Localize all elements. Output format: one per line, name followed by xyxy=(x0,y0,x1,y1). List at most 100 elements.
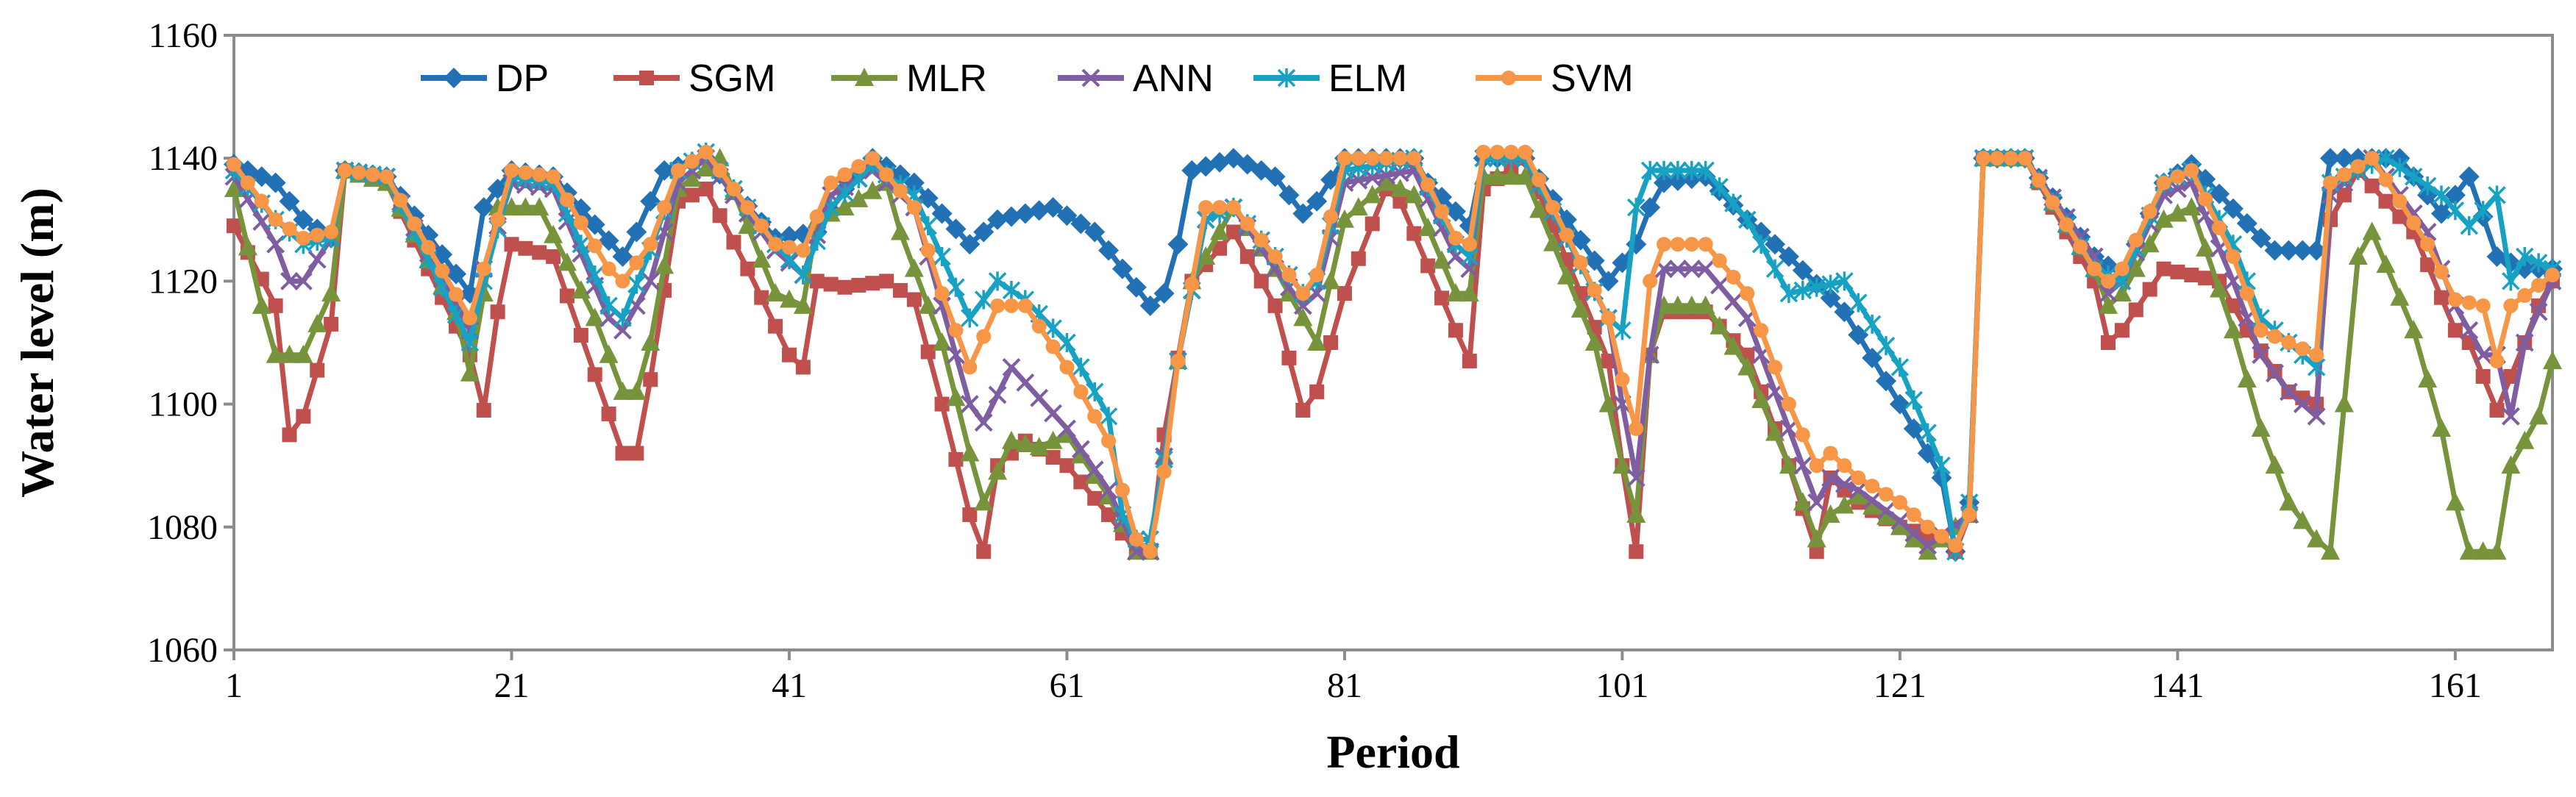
data-point-svm xyxy=(240,175,255,190)
data-point-dp xyxy=(626,221,647,243)
data-point-ann xyxy=(1710,276,1729,295)
data-point-mlr xyxy=(918,295,938,314)
data-point-mlr xyxy=(2404,320,2424,339)
data-point-svm xyxy=(2475,298,2491,313)
data-point-svm xyxy=(1198,200,1214,215)
data-point-dp xyxy=(1792,260,1813,281)
legend-item-dp: DP xyxy=(421,57,549,100)
data-point-svm xyxy=(2434,264,2449,279)
data-point-sgm xyxy=(809,274,825,289)
data-point-sgm xyxy=(2503,368,2519,384)
data-point-svm xyxy=(1573,255,1588,271)
data-point-ann xyxy=(1849,481,1868,500)
data-point-svm xyxy=(892,183,908,199)
data-point-sgm xyxy=(1406,226,1422,241)
data-point-mlr xyxy=(1668,295,1687,314)
data-point-mlr xyxy=(293,344,313,363)
data-point-mlr xyxy=(1390,179,1410,197)
data-point-dp xyxy=(2431,203,2452,224)
x-tick-label: 141 xyxy=(2151,666,2204,705)
data-point-dp xyxy=(1765,234,1786,255)
data-point-elm xyxy=(1044,318,1062,338)
data-point-mlr xyxy=(460,362,480,382)
data-point-svm xyxy=(2198,191,2213,207)
data-point-ann xyxy=(1085,460,1104,479)
data-point-dp xyxy=(973,221,995,243)
data-point-svm xyxy=(712,162,727,178)
data-point-mlr xyxy=(2390,287,2410,306)
data-point-ann xyxy=(1835,474,1854,493)
data-point-elm xyxy=(2391,157,2409,177)
data-point-svm xyxy=(1934,529,1949,544)
data-point-mlr xyxy=(696,158,716,177)
x-tick-label: 1 xyxy=(225,666,243,705)
data-point-svm xyxy=(268,212,283,227)
data-point-sgm xyxy=(1323,335,1339,350)
data-point-mlr xyxy=(1849,486,1868,504)
data-point-sgm xyxy=(518,240,533,256)
data-point-svm xyxy=(1170,354,1186,369)
data-point-sgm xyxy=(2447,323,2463,338)
data-point-svm xyxy=(684,154,700,169)
legend: DP SGM MLR ANN ELM SVM xyxy=(421,57,1634,100)
data-point-dp xyxy=(1889,393,1910,415)
legend-label: DP xyxy=(496,57,549,100)
data-point-sgm xyxy=(1337,286,1352,301)
data-point-elm xyxy=(1862,314,1882,334)
data-point-svm xyxy=(1003,298,1019,313)
data-point-svm xyxy=(1323,209,1339,224)
data-point-ann xyxy=(2529,302,2548,321)
data-point-svm xyxy=(1920,519,1935,535)
data-point-sgm xyxy=(2364,178,2380,193)
data-point-elm xyxy=(2460,216,2478,236)
data-point-elm xyxy=(1890,357,1910,377)
data-point-ann xyxy=(1099,481,1118,500)
data-point-mlr xyxy=(544,224,563,243)
data-point-svm xyxy=(1531,172,1547,187)
data-point-mlr xyxy=(2140,234,2160,253)
data-point-mlr xyxy=(1765,422,1785,441)
data-point-ann xyxy=(2474,346,2493,365)
y-tick-label: 1140 xyxy=(149,139,218,178)
data-point-mlr xyxy=(946,387,966,407)
data-point-mlr xyxy=(1529,199,1549,218)
data-point-svm xyxy=(282,221,297,237)
data-point-dp xyxy=(265,172,286,193)
data-point-sgm xyxy=(823,276,839,292)
data-point-dp xyxy=(2278,240,2299,261)
data-point-mlr xyxy=(960,443,980,462)
data-point-dp xyxy=(584,214,605,235)
data-point-mlr xyxy=(2515,430,2535,449)
data-point-svm xyxy=(2406,215,2422,230)
data-point-svm xyxy=(532,167,547,182)
data-point-svm xyxy=(795,243,811,258)
data-point-sgm xyxy=(1309,384,1325,399)
data-point-mlr xyxy=(307,313,327,332)
y-axis-title: Water level (m) xyxy=(11,187,63,498)
data-point-mlr xyxy=(2445,492,2465,511)
data-point-dp xyxy=(1445,201,1466,222)
data-point-sgm xyxy=(310,362,325,378)
data-point-sgm xyxy=(712,208,727,224)
data-point-svm xyxy=(2336,167,2352,182)
data-point-sgm xyxy=(2434,290,2449,305)
data-point-dp xyxy=(1125,276,1147,298)
data-point-dp xyxy=(1640,197,1661,218)
data-point-mlr xyxy=(2168,203,2188,222)
x-tick-label: 81 xyxy=(1327,666,1362,705)
data-point-svm xyxy=(518,165,533,180)
data-point-mlr xyxy=(988,461,1008,480)
data-point-svm xyxy=(809,209,825,224)
data-point-elm xyxy=(1793,280,1812,300)
data-point-mlr xyxy=(766,283,786,302)
x-tick-label: 21 xyxy=(494,666,529,705)
data-point-elm xyxy=(1765,259,1785,279)
data-point-svm xyxy=(254,193,269,209)
data-point-dp xyxy=(279,190,300,212)
data-point-mlr xyxy=(1696,295,1715,314)
data-point-ann xyxy=(2515,333,2534,352)
data-point-mlr xyxy=(1001,430,1021,449)
data-point-sgm xyxy=(296,409,311,424)
data-point-elm xyxy=(1640,160,1659,180)
legend-item-ann: ANN xyxy=(1058,57,1214,100)
